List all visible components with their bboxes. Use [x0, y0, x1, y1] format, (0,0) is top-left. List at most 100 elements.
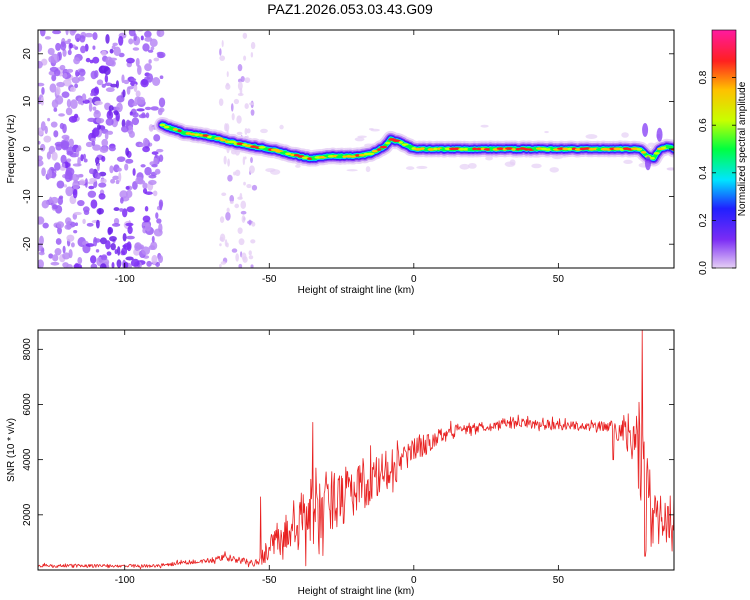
- noise-speckle: [152, 190, 158, 197]
- noise-speckle: [240, 75, 245, 83]
- noise-speckle: [108, 145, 116, 152]
- noise-speckle: [144, 36, 153, 42]
- noise-speckle: [132, 181, 138, 190]
- noise-speckle: [53, 107, 58, 112]
- noise-speckle: [49, 196, 53, 204]
- colorbar-frame: [711, 29, 737, 269]
- noise-speckle: [125, 235, 135, 240]
- noise-speckle: [63, 184, 68, 188]
- snr-x-tick-label: 0: [411, 575, 417, 586]
- noise-speckle: [224, 123, 228, 132]
- snr-y-tick-label: 6000: [22, 393, 33, 416]
- noise-speckle: [119, 208, 124, 212]
- noise-speckle: [60, 41, 67, 51]
- noise-speckle: [250, 264, 254, 268]
- noise-speckle: [144, 166, 152, 176]
- noise-speckle: [52, 254, 59, 262]
- noise-speckle: [113, 217, 120, 225]
- ridge-hotspot: [636, 148, 643, 151]
- noise-speckle: [148, 179, 157, 185]
- noise-speckle: [260, 128, 268, 134]
- noise-speckle: [62, 79, 72, 87]
- noise-speckle: [140, 35, 144, 41]
- ridge-hotspot: [562, 147, 570, 151]
- noise-speckle: [43, 135, 52, 143]
- noise-speckle: [104, 74, 109, 83]
- noise-speckle: [68, 138, 74, 147]
- ridge-hotspot: [376, 148, 382, 151]
- noise-speckle: [220, 261, 227, 265]
- noise-speckle: [544, 131, 549, 134]
- noise-speckle: [116, 259, 122, 268]
- noise-speckle: [248, 255, 254, 260]
- ridge-hotspot: [496, 147, 505, 150]
- noise-speckle: [80, 45, 86, 54]
- noise-speckle: [158, 223, 163, 233]
- noise-speckle: [103, 66, 111, 76]
- snr-y-tick-label: 2000: [22, 503, 33, 526]
- noise-speckle: [38, 216, 45, 225]
- noise-speckle: [509, 159, 516, 166]
- noise-speckle: [237, 196, 243, 200]
- noise-speckle: [240, 200, 247, 210]
- noise-speckle: [108, 105, 114, 112]
- noise-speckle: [110, 242, 116, 251]
- noise-speckle: [38, 159, 44, 167]
- noise-speckle: [116, 95, 125, 103]
- noise-speckle: [246, 183, 252, 189]
- noise-speckle: [89, 168, 95, 175]
- noise-speckle: [47, 47, 55, 56]
- noise-speckle: [70, 86, 76, 93]
- noise-speckle: [99, 263, 107, 268]
- spectrogram-y-axis-label: Frequency (Hz): [6, 115, 17, 184]
- noise-speckle: [248, 165, 255, 174]
- noise-speckle: [52, 30, 62, 35]
- noise-speckle: [132, 47, 140, 51]
- noise-speckle: [158, 154, 164, 163]
- noise-speckle: [126, 57, 135, 64]
- noise-speckle: [111, 261, 115, 268]
- noise-speckle: [89, 177, 97, 183]
- noise-speckle: [56, 180, 65, 189]
- noise-speckle: [122, 89, 126, 98]
- noise-speckle: [142, 137, 149, 147]
- noise-speckle: [243, 55, 247, 61]
- noise-speckle: [237, 227, 243, 235]
- noise-speckle: [38, 43, 43, 52]
- noise-speckle: [100, 178, 107, 184]
- noise-speckle: [46, 168, 53, 179]
- noise-speckle: [156, 148, 164, 153]
- noise-speckle: [55, 86, 61, 96]
- noise-speckle: [122, 232, 127, 242]
- noise-speckle: [66, 263, 73, 268]
- ridge-hotspot: [172, 128, 178, 131]
- ridge-hotspot: [194, 133, 200, 137]
- ridge-hotspot: [214, 137, 224, 140]
- noise-speckle: [623, 159, 633, 164]
- ridge-hotspot: [163, 125, 170, 129]
- noise-speckle: [54, 95, 64, 105]
- noise-speckle: [132, 102, 138, 107]
- noise-speckle: [58, 113, 65, 117]
- ridge-hotspot: [392, 139, 401, 142]
- noise-speckle: [38, 60, 43, 69]
- noise-speckle: [113, 110, 119, 116]
- noise-speckle: [241, 252, 247, 261]
- noise-speckle: [92, 127, 100, 137]
- noise-speckle: [219, 243, 222, 247]
- noise-speckle: [85, 243, 95, 247]
- noise-speckle: [95, 249, 100, 253]
- ridge-hotspot: [398, 141, 403, 144]
- noise-speckle: [144, 30, 152, 38]
- noise-speckle: [234, 203, 240, 209]
- noise-speckle: [585, 134, 598, 139]
- spectrogram-x-tick-label: 0: [411, 274, 417, 285]
- noise-speckle: [219, 263, 222, 268]
- noise-speckle: [125, 147, 130, 156]
- noise-speckle: [106, 251, 112, 256]
- ridge-hotspot: [250, 145, 257, 148]
- noise-speckle: [95, 219, 100, 229]
- noise-speckle: [621, 132, 629, 138]
- noise-speckle: [128, 38, 134, 45]
- noise-speckle: [126, 86, 131, 95]
